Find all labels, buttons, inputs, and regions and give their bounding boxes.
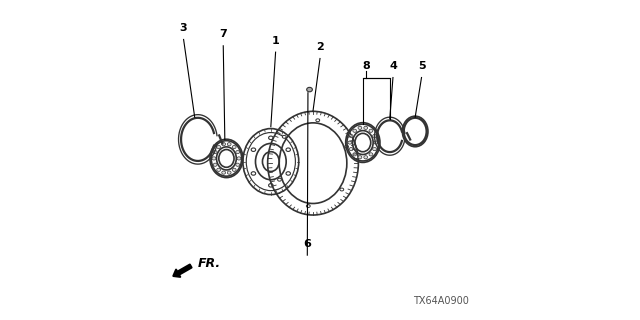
Ellipse shape xyxy=(372,148,376,151)
Ellipse shape xyxy=(358,126,362,129)
Text: 8: 8 xyxy=(362,61,370,71)
Ellipse shape xyxy=(348,141,352,144)
Ellipse shape xyxy=(221,171,225,174)
Ellipse shape xyxy=(217,145,221,148)
Text: 4: 4 xyxy=(389,61,397,71)
Ellipse shape xyxy=(269,184,273,187)
Ellipse shape xyxy=(227,143,231,146)
Ellipse shape xyxy=(213,150,217,154)
Text: 6: 6 xyxy=(303,239,311,249)
Text: FR.: FR. xyxy=(198,257,221,269)
Ellipse shape xyxy=(349,148,353,151)
Ellipse shape xyxy=(286,172,291,175)
Ellipse shape xyxy=(221,143,225,146)
Ellipse shape xyxy=(282,135,286,138)
Ellipse shape xyxy=(307,205,310,207)
Ellipse shape xyxy=(252,148,255,151)
Text: 3: 3 xyxy=(180,23,188,33)
Ellipse shape xyxy=(353,129,356,132)
Ellipse shape xyxy=(364,126,367,129)
Ellipse shape xyxy=(236,163,239,166)
Text: 7: 7 xyxy=(220,29,227,39)
Ellipse shape xyxy=(232,168,236,172)
Ellipse shape xyxy=(278,178,282,181)
Ellipse shape xyxy=(316,119,319,122)
Text: TX64A0900: TX64A0900 xyxy=(413,296,469,306)
Ellipse shape xyxy=(213,163,217,166)
Ellipse shape xyxy=(237,157,241,160)
Ellipse shape xyxy=(252,172,255,175)
Ellipse shape xyxy=(349,134,353,138)
Ellipse shape xyxy=(353,153,356,156)
Ellipse shape xyxy=(369,153,373,156)
Ellipse shape xyxy=(374,141,378,144)
Ellipse shape xyxy=(286,148,291,151)
Ellipse shape xyxy=(212,157,216,160)
Ellipse shape xyxy=(269,136,273,140)
Ellipse shape xyxy=(236,150,239,154)
Text: 1: 1 xyxy=(272,36,280,46)
Ellipse shape xyxy=(232,145,236,148)
Ellipse shape xyxy=(307,87,312,92)
Ellipse shape xyxy=(340,188,344,191)
Ellipse shape xyxy=(364,156,367,159)
Text: 5: 5 xyxy=(418,61,426,71)
Ellipse shape xyxy=(227,171,231,174)
Ellipse shape xyxy=(372,134,376,138)
Ellipse shape xyxy=(369,129,373,132)
Ellipse shape xyxy=(358,156,362,159)
Ellipse shape xyxy=(345,145,348,148)
Text: 2: 2 xyxy=(316,42,324,52)
Ellipse shape xyxy=(217,168,221,172)
